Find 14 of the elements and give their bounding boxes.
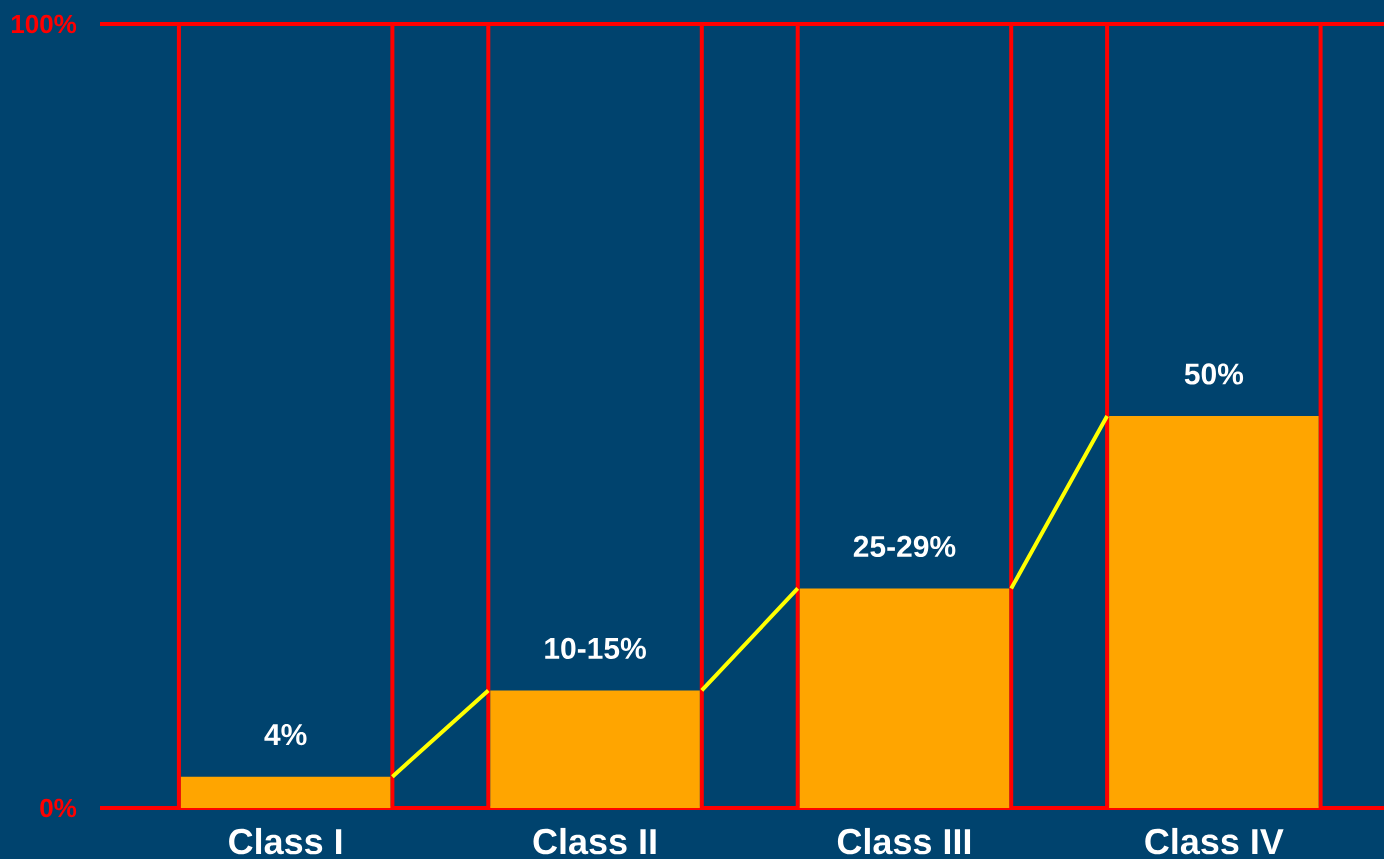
data-label: 4% [264, 724, 307, 746]
y-tick-label: 100% [11, 14, 77, 34]
y-tick-label: 0% [40, 798, 77, 818]
bar [490, 690, 700, 808]
x-tick-label: Class III [837, 827, 971, 855]
bar [799, 588, 1010, 808]
x-tick-label: Class IV [1145, 827, 1284, 855]
annotation: 25-29% [853, 535, 956, 558]
annotation: 10-15% [545, 637, 646, 660]
bar [1109, 415, 1319, 808]
bar [180, 776, 391, 808]
data-label: 50% [1184, 363, 1244, 385]
x-tick-label: Class I [229, 827, 342, 855]
x-tick-label: Class II [533, 827, 656, 855]
